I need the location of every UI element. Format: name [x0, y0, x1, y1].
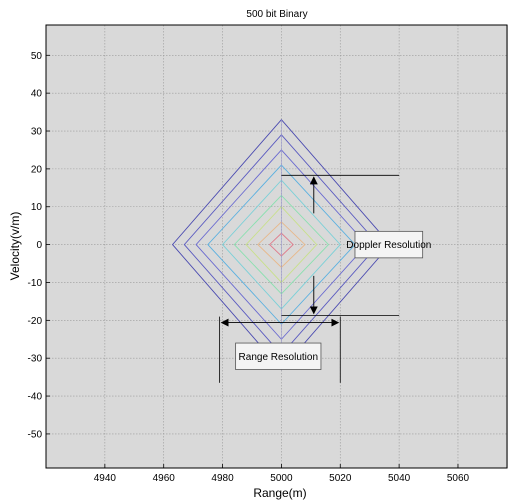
tick-labels: 4940 4960 4980 5000 5020 5040 506050403020100-… — [28, 51, 470, 484]
y-tick-label: -20 — [28, 316, 43, 327]
doppler-resolution-label: Doppler Resolution — [346, 240, 431, 251]
x-tick-label: 5020 — [329, 473, 352, 484]
x-tick-label: 5040 — [388, 473, 411, 484]
y-tick-label: -50 — [28, 429, 43, 440]
x-tick-label: 4960 — [153, 473, 176, 484]
x-tick-label: 5060 — [447, 473, 470, 484]
plot-area — [46, 25, 508, 468]
grid-lines — [46, 25, 508, 468]
y-tick-label: 30 — [31, 127, 43, 138]
x-axis-title: Range(m) — [253, 486, 306, 500]
x-tick-label: 4980 — [211, 473, 234, 484]
y-tick-label: 50 — [31, 51, 43, 62]
range-label-box — [235, 342, 322, 370]
annotations: Doppler Resolution Range Resolution — [219, 174, 431, 383]
y-tick-label: 0 — [36, 240, 42, 251]
y-tick-label: 10 — [31, 202, 43, 213]
x-tick-label: 5000 — [270, 473, 293, 484]
y-tick-label: -30 — [28, 354, 43, 365]
y-tick-label: 40 — [31, 89, 43, 100]
chart-title: 500 bit Binary — [246, 9, 307, 20]
y-axis-title: Velocity(v/m) — [8, 212, 22, 281]
range-resolution-label: Range Resolution — [239, 352, 319, 363]
doppler-label-box — [354, 230, 424, 259]
y-tick-label: -10 — [28, 278, 43, 289]
x-tick-label: 4940 — [94, 473, 117, 484]
y-tick-label: -40 — [28, 392, 43, 403]
y-tick-label: 20 — [31, 164, 43, 175]
plot-frame — [45, 24, 508, 469]
